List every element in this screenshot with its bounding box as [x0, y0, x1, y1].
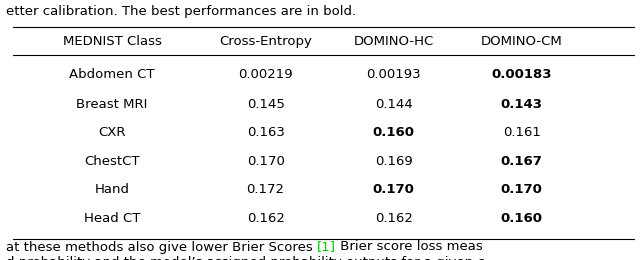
Text: 0.170: 0.170 [246, 155, 285, 168]
Text: ChestCT: ChestCT [84, 155, 140, 168]
Text: CXR: CXR [99, 126, 125, 139]
Text: 0.143: 0.143 [500, 98, 543, 110]
Text: DOMINO-HC: DOMINO-HC [353, 35, 434, 48]
Text: at these methods also give lower Brier Scores: at these methods also give lower Brier S… [6, 240, 317, 253]
Text: 0.00183: 0.00183 [492, 68, 552, 81]
Text: 0.160: 0.160 [500, 212, 543, 225]
Text: 0.170: 0.170 [372, 183, 415, 196]
Text: 0.169: 0.169 [375, 155, 412, 168]
Text: 0.172: 0.172 [246, 183, 285, 196]
Text: 0.144: 0.144 [375, 98, 412, 110]
Text: Hand: Hand [95, 183, 129, 196]
Text: 0.163: 0.163 [246, 126, 285, 139]
Text: DOMINO-CM: DOMINO-CM [481, 35, 563, 48]
Text: Cross-Entropy: Cross-Entropy [219, 35, 312, 48]
Text: 0.161: 0.161 [502, 126, 541, 139]
Text: 0.00193: 0.00193 [366, 68, 421, 81]
Text: Brier score loss meas: Brier score loss meas [336, 240, 483, 253]
Text: 0.162: 0.162 [246, 212, 285, 225]
Text: 0.162: 0.162 [374, 212, 413, 225]
Text: [1]: [1] [317, 240, 336, 253]
Text: Abdomen CT: Abdomen CT [69, 68, 155, 81]
Text: 0.00219: 0.00219 [238, 68, 293, 81]
Text: 0.170: 0.170 [500, 183, 543, 196]
Text: Head CT: Head CT [84, 212, 140, 225]
Text: d probability and the model’s assigned probability outputs for a given c: d probability and the model’s assigned p… [6, 256, 484, 260]
Text: 0.145: 0.145 [246, 98, 285, 110]
Text: Breast MRI: Breast MRI [76, 98, 148, 110]
Text: 0.160: 0.160 [372, 126, 415, 139]
Text: etter calibration. The best performances are in bold.: etter calibration. The best performances… [6, 5, 356, 18]
Text: MEDNIST Class: MEDNIST Class [63, 35, 161, 48]
Text: 0.167: 0.167 [500, 155, 543, 168]
